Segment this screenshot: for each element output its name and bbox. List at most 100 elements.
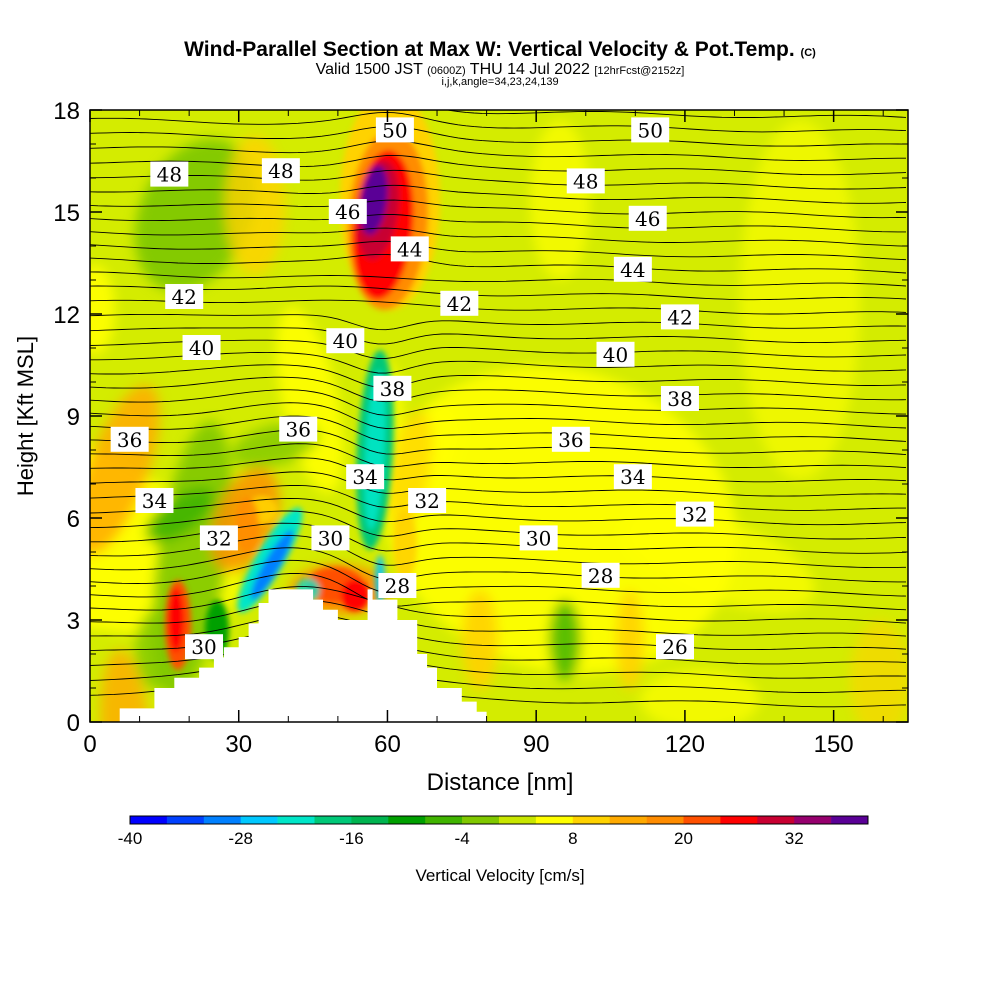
velocity-core [360,165,388,235]
theta-label-box [660,386,699,411]
theta-label: 28 [378,573,417,598]
theta-label-text: 32 [682,503,707,527]
theta-label-text: 50 [382,118,407,142]
theta-label-text: 46 [635,207,660,231]
isentrope [90,339,907,359]
theta-label-box [373,375,412,401]
theta-label-box [311,525,350,551]
theta-label-box [375,117,414,143]
theta-label: 28 [581,562,620,588]
velocity-region [740,120,860,480]
theta-label: 30 [311,525,350,551]
theta-label-box [135,488,174,513]
isentrope [90,140,906,161]
forecast-info: [12hrFcst@2152z] [594,65,685,77]
theta-label-text: 40 [333,329,358,353]
isentrope [90,498,907,526]
isentrope [90,154,907,176]
theta-label: 50 [375,117,414,143]
colorbar-tick-label: -28 [228,829,253,848]
theta-label-box [408,488,447,513]
theta-label: 48 [566,168,605,194]
valid-utc: (0600Z) [427,65,466,77]
y-axis-label: Height [Kft MSL] [13,336,38,496]
isentrope [90,443,907,469]
colorbar-swatch [203,816,241,824]
colorbar-tick-label: -40 [118,829,143,848]
isentrope [90,199,907,219]
copyright-mark: (C) [800,47,816,59]
theta-label: 34 [613,464,652,490]
velocity-region [90,406,240,634]
theta-label-text: 44 [620,258,645,282]
theta-label-text: 48 [157,163,182,187]
theta-label-box [261,158,300,184]
isentrope [213,110,907,118]
theta-label-box [581,562,620,588]
y-tick-label: 15 [53,200,80,227]
colorbar-swatch [314,816,352,824]
theta-label: 36 [551,426,590,452]
isentrope [90,313,907,331]
theta-label-box [199,525,238,551]
theta-label: 36 [110,426,149,452]
isentrope [90,415,907,442]
theta-label-text: 32 [206,526,231,550]
theta-label: 32 [675,501,714,527]
velocity-region [145,487,215,543]
colorbar-swatch [462,816,500,824]
colorbar-swatch [130,816,168,824]
isentrope [90,227,907,247]
theta-label: 40 [326,328,365,354]
theta-label: 30 [519,525,558,551]
isentrope [90,351,907,374]
isentrope [90,327,907,345]
theta-label: 32 [199,525,238,551]
colorbar-swatch [277,816,315,824]
y-tick-label: 3 [67,608,80,635]
theta-label-box [613,464,652,490]
velocity-region [90,265,115,355]
theta-label-text: 34 [142,489,167,513]
isentrope [90,111,907,133]
x-tick-label: 60 [374,731,401,758]
isentrope [90,364,907,389]
theta-label: 44 [613,256,652,282]
theta-label-text: 34 [620,465,645,489]
colorbar-swatch [720,816,758,824]
isentrope [90,429,907,456]
y-tick-label: 6 [67,506,80,533]
theta-label: 44 [390,236,429,262]
theta-label-text: 40 [603,343,628,367]
velocity-core [393,510,417,580]
theta-label-text: 28 [588,564,613,588]
theta-label-box [150,161,189,187]
theta-label-box [279,416,318,442]
theta-label-box [182,335,221,360]
colorbar-tick-labels: -40 -28 -16 -4 8 20 32 [118,829,804,848]
theta-label-text: 38 [667,387,692,411]
velocity-region [625,509,815,611]
y-tick-label: 9 [67,404,80,431]
contour-labels: 50 50 48 48 48 46 46 44 44 42 42 42 40 40 40 38 38 36 36 36… [110,117,714,660]
colorbar-swatch [425,816,463,824]
theta-label: 48 [261,158,300,184]
x-tick-label: 120 [665,731,705,758]
theta-label-text: 42 [171,285,196,309]
theta-label-box [613,256,652,282]
velocity-core [341,579,369,611]
theta-label-box [566,168,605,194]
theta-label-box [346,464,385,490]
theta-label-text: 44 [397,237,422,261]
theta-label: 30 [185,634,224,660]
x-axis: 0 30 60 90 120 150 [83,110,884,758]
velocity-core [168,588,184,652]
isentrope [90,613,907,651]
theta-label: 26 [655,634,694,660]
theta-label: 38 [660,386,699,411]
theta-label: 34 [135,488,174,513]
colorbar-swatch [572,816,610,824]
section-indices: i,j,k,angle=34,23,24,139 [441,76,559,88]
theta-label: 36 [279,416,318,442]
x-axis-label: Distance [nm] [427,769,574,796]
